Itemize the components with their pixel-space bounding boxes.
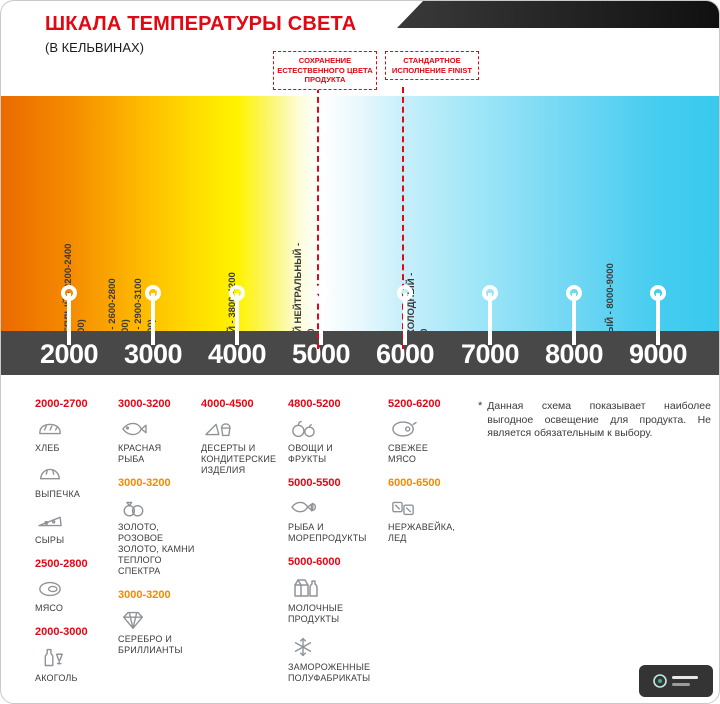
legend-column-4: 4800-5200 ОВОЩИ И ФРУКТЫ 5000-5500 РЫБА …: [288, 398, 383, 696]
legend-item-bread: ХЛЕБ: [35, 417, 113, 454]
footnote-text: Данная схема показывает наиболее выгодно…: [487, 400, 711, 439]
dashed-line-5000: [317, 87, 319, 349]
meat-icon: [35, 577, 65, 601]
brand-badge: [639, 665, 713, 697]
legend-item-label: СВЕЖЕЕ МЯСО: [388, 443, 429, 464]
legend-item-label: МЯСО: [35, 603, 64, 613]
legend-item-meat: МЯСО: [35, 577, 113, 614]
fruits-icon: [288, 417, 318, 441]
legend-item-label: АКОГОЛЬ: [35, 673, 78, 683]
brand-logo-icon: [653, 674, 698, 688]
legend-item-ice: НЕРЖАВЕЙКА, ЛЕД: [388, 496, 468, 544]
legend-column-2: 3000-3200 КРАСНАЯ РЫБА 3000-3200 ЗОЛОТО,…: [118, 398, 200, 668]
range-label: 3000-3200: [118, 477, 171, 489]
footnote-asterisk: *: [478, 400, 483, 412]
seafood-icon: [288, 496, 320, 520]
top-right-ribbon: [397, 1, 719, 28]
range-label: 2000-3000: [35, 626, 88, 638]
legend-item-label: КРАСНАЯ РЫБА: [118, 443, 162, 464]
cheese-icon: [35, 509, 65, 533]
pastry-icon: [35, 463, 65, 487]
range-label: 4800-5200: [288, 398, 341, 410]
legend-item-gold: ЗОЛОТО, РОЗОВОЕ ЗОЛОТО, КАМНИ ТЕПЛОГО СП…: [118, 496, 200, 577]
legend-item-label: ХЛЕБ: [35, 443, 60, 453]
kelvin-gradient-bar: СУПЕР ТЕПЛЫЙ - 2200-2400(тип К 2400) ТЕП…: [1, 96, 719, 374]
range-label: 4000-4500: [201, 398, 254, 410]
range-label: 2500-2800: [35, 558, 88, 570]
legend-item-label: НЕРЖАВЕЙКА, ЛЕД: [388, 522, 456, 543]
legend-item-label: МОЛОЧНЫЕ ПРОДУКТЫ: [288, 603, 344, 624]
dessert-icon: [201, 417, 233, 441]
legend-column-1: 2000-2700 ХЛЕБ ВЫПЕЧКА СЫРЫ 2500-2800 МЯ…: [35, 398, 113, 696]
fresh-meat-icon: [388, 417, 420, 441]
header: ШКАЛА ТЕМПЕРАТУРЫ СВЕТА (В КЕЛЬВИНАХ): [45, 13, 356, 55]
bread-icon: [35, 417, 65, 441]
legend-item-seafood: РЫБА И МОРЕПРОДУКТЫ: [288, 496, 383, 544]
legend-item-label: ВЫПЕЧКА: [35, 489, 81, 499]
legend-item-fruits: ОВОЩИ И ФРУКТЫ: [288, 417, 383, 465]
legend-item-pastry: ВЫПЕЧКА: [35, 463, 113, 500]
dairy-icon: [288, 575, 320, 601]
legend-item-alcohol: АКОГОЛЬ: [35, 645, 113, 684]
legend-item-silver: СЕРЕБРО И БРИЛЛИАНТЫ: [118, 608, 200, 656]
diamond-icon: [118, 608, 148, 632]
page-title: ШКАЛА ТЕМПЕРАТУРЫ СВЕТА: [45, 13, 357, 35]
legend-item-label: РЫБА И МОРЕПРОДУКТЫ: [288, 522, 367, 543]
dashed-line-6000: [402, 87, 404, 349]
footnote: * Данная схема показывает наиболее выгод…: [478, 400, 711, 441]
range-label: 5000-5500: [288, 477, 341, 489]
kelvin-scale-bar: 2000 3000 4000 5000 6000 7000 8000 9000: [1, 331, 719, 375]
frozen-icon: [288, 634, 318, 660]
legend-item-dairy: МОЛОЧНЫЕ ПРОДУКТЫ: [288, 575, 383, 625]
legend-item-label: ОВОЩИ И ФРУКТЫ: [288, 443, 333, 464]
page-subtitle: (В КЕЛЬВИНАХ): [45, 40, 144, 55]
range-label: 5000-6000: [288, 556, 341, 568]
legend-item-label: СЫРЫ: [35, 535, 65, 545]
legend-column-5: 5200-6200 СВЕЖЕЕ МЯСО 6000-6500 НЕРЖАВЕЙ…: [388, 398, 468, 556]
gold-rings-icon: [118, 496, 148, 520]
alcohol-icon: [35, 645, 65, 671]
range-label: 3000-3200: [118, 589, 171, 601]
legend-item-label: ЗАМОРОЖЕННЫЕ ПОЛУФАБРИКАТЫ: [288, 662, 371, 683]
range-label: 3000-3200: [118, 398, 171, 410]
legend-item-fresh-meat: СВЕЖЕЕ МЯСО: [388, 417, 468, 465]
legend-item-desserts: ДЕСЕРТЫ И КОНДИТЕРСКИЕ ИЗДЕЛИЯ: [201, 417, 286, 476]
callout-standard-finist: СТАНДАРТНОЕ ИСПОЛНЕНИЕ FINIST: [385, 51, 479, 80]
range-label: 6000-6500: [388, 477, 441, 489]
legend-item-label: СЕРЕБРО И БРИЛЛИАНТЫ: [118, 634, 183, 655]
red-fish-icon: [118, 417, 150, 441]
legend-item-label: ДЕСЕРТЫ И КОНДИТЕРСКИЕ ИЗДЕЛИЯ: [201, 443, 277, 475]
legend-item-red-fish: КРАСНАЯ РЫБА: [118, 417, 200, 465]
range-label: 2000-2700: [35, 398, 88, 410]
legend-item-frozen: ЗАМОРОЖЕННЫЕ ПОЛУФАБРИКАТЫ: [288, 634, 383, 684]
legend-item-cheese: СЫРЫ: [35, 509, 113, 546]
legend-item-label: ЗОЛОТО, РОЗОВОЕ ЗОЛОТО, КАМНИ ТЕПЛОГО СП…: [118, 522, 195, 576]
range-label: 5200-6200: [388, 398, 441, 410]
ice-icon: [388, 496, 418, 520]
callout-preserve-natural-color: СОХРАНЕНИЕ ЕСТЕСТВЕННОГО ЦВЕТА ПРОДУКТА: [273, 51, 377, 90]
legend-column-3: 4000-4500 ДЕСЕРТЫ И КОНДИТЕРСКИЕ ИЗДЕЛИЯ: [201, 398, 286, 488]
